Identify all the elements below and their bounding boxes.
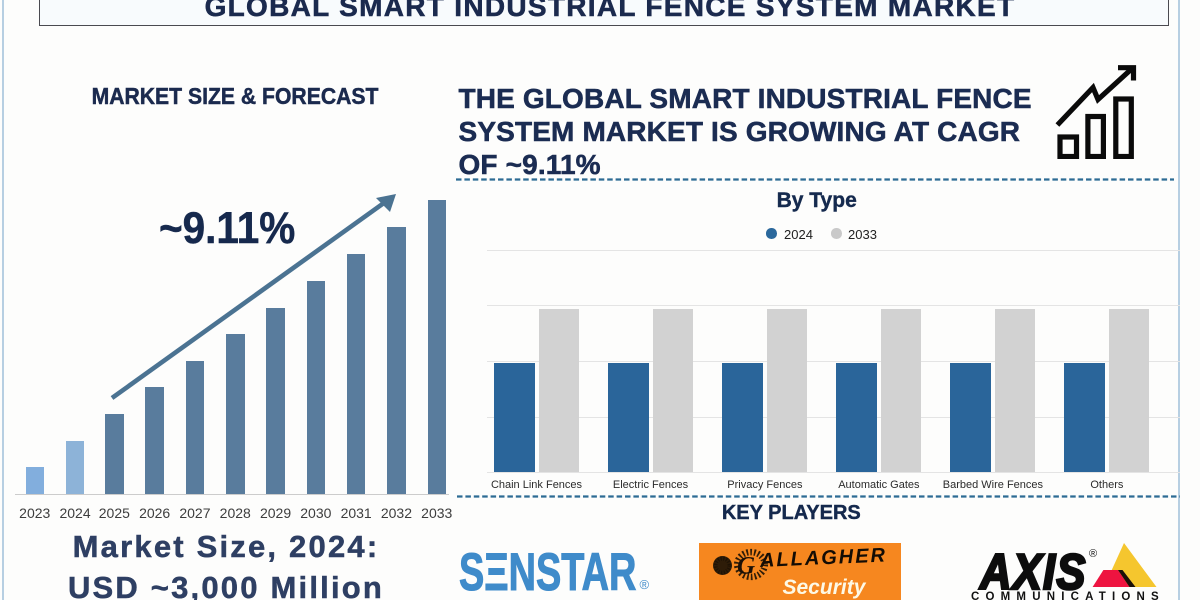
svg-text:G: G — [737, 552, 755, 579]
